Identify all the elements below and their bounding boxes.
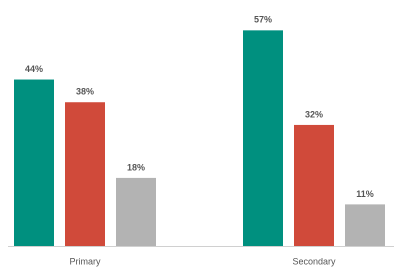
bar	[345, 204, 385, 246]
value-label: 11%	[356, 189, 374, 199]
value-label: 18%	[127, 162, 145, 172]
bar	[65, 102, 105, 246]
value-label: 38%	[76, 87, 94, 97]
value-label: 57%	[254, 15, 272, 25]
value-label: 44%	[25, 64, 43, 74]
value-label: 32%	[305, 109, 323, 119]
x-tick-label: Secondary	[292, 256, 336, 266]
bar	[294, 124, 334, 246]
bar	[116, 177, 156, 246]
bar	[14, 79, 54, 247]
x-tick-label: Primary	[70, 256, 101, 266]
bar	[243, 30, 283, 246]
